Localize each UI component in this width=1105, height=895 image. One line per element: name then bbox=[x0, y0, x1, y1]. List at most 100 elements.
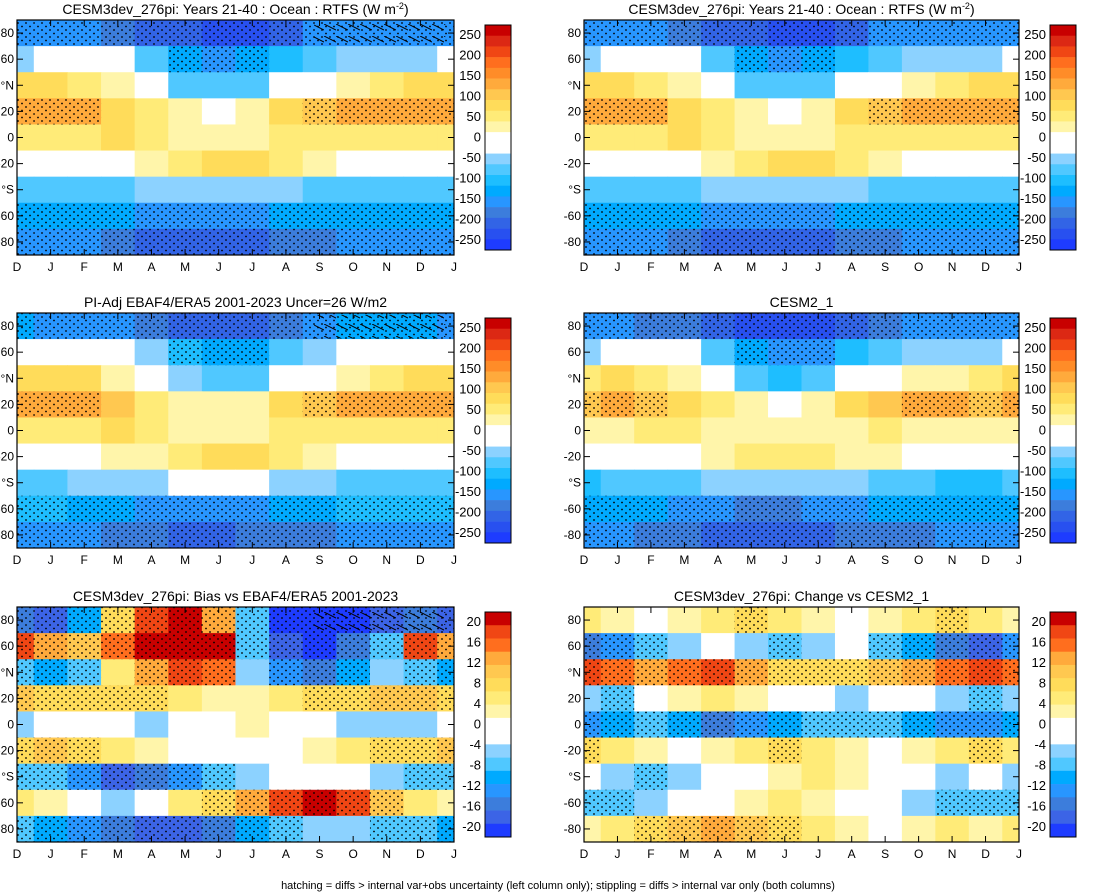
colorbar-label: -250 bbox=[1020, 525, 1046, 540]
heatmap-cell bbox=[1002, 365, 1020, 392]
heatmap-cell bbox=[600, 469, 635, 497]
x-tick-label: J bbox=[48, 260, 54, 274]
stipple-region bbox=[701, 659, 735, 686]
stipple-region bbox=[235, 202, 270, 229]
heatmap-cell bbox=[369, 124, 405, 152]
x-tick-label: A bbox=[714, 553, 722, 567]
heatmap-cell bbox=[734, 443, 769, 471]
stipple-region bbox=[600, 659, 635, 686]
y-tick-label: °N bbox=[1, 665, 14, 679]
colorbar-swatch bbox=[1050, 625, 1076, 639]
colorbar-swatch bbox=[485, 207, 511, 219]
stipple-region bbox=[968, 659, 1003, 686]
colorbar-swatch bbox=[485, 185, 511, 197]
colorbar-swatch bbox=[485, 731, 511, 745]
heatmap-cell bbox=[302, 763, 337, 791]
heatmap-cell bbox=[701, 98, 736, 125]
heatmap-cell bbox=[168, 443, 203, 471]
heatmap-cell bbox=[734, 685, 769, 712]
heatmap-cell bbox=[1002, 763, 1020, 791]
heatmap-cell bbox=[584, 124, 602, 152]
colorbar-label: -50 bbox=[1027, 150, 1046, 165]
stipple-region bbox=[336, 202, 370, 229]
heatmap bbox=[17, 607, 455, 843]
heatmap-cell bbox=[235, 711, 270, 739]
x-tick-label: J bbox=[216, 847, 222, 861]
heatmap-cell bbox=[201, 737, 236, 765]
stipple-region bbox=[584, 737, 601, 764]
heatmap-cell bbox=[584, 815, 602, 843]
heatmap-cell bbox=[734, 150, 769, 178]
heatmap-cell bbox=[235, 150, 270, 178]
colorbar-swatch bbox=[485, 784, 511, 798]
colorbar-label: 0 bbox=[474, 717, 481, 732]
heatmap-cell bbox=[834, 469, 869, 497]
heatmap-cell bbox=[235, 763, 270, 791]
stipple-region bbox=[201, 763, 236, 790]
heatmap-cell bbox=[667, 417, 702, 445]
heatmap-cell bbox=[834, 685, 869, 712]
y-tick-label: °S bbox=[1, 770, 14, 784]
colorbar-swatch bbox=[1050, 638, 1076, 653]
colorbar-label: -12 bbox=[1027, 778, 1046, 793]
stipple-region bbox=[701, 711, 735, 738]
heatmap-cell bbox=[801, 150, 836, 178]
stipple-region bbox=[369, 737, 404, 764]
x-tick-label: F bbox=[81, 553, 88, 567]
stipple-region bbox=[269, 495, 303, 522]
heatmap-cell bbox=[935, 365, 970, 392]
heatmap-cell bbox=[235, 72, 270, 99]
heatmap-cell bbox=[336, 737, 371, 765]
colorbar-swatch bbox=[1050, 414, 1076, 426]
stipple-region bbox=[901, 659, 936, 686]
heatmap-cell bbox=[168, 789, 203, 817]
heatmap-cell bbox=[403, 46, 438, 73]
heatmap-cell bbox=[834, 633, 869, 660]
heatmap-cell bbox=[403, 124, 438, 152]
panel-2: CESM3dev_276pi: Years 21-40 : Ocean : RT… bbox=[564, 1, 1077, 274]
stipple-region bbox=[67, 495, 102, 522]
colorbar-swatch bbox=[485, 393, 511, 405]
stipple-region bbox=[33, 202, 68, 229]
y-tick-label: 80 bbox=[1, 319, 15, 333]
heatmap-cell bbox=[968, 365, 1003, 392]
colorbar-label: -250 bbox=[1020, 232, 1046, 247]
stipple-region bbox=[17, 685, 34, 712]
stipple-region bbox=[134, 633, 169, 660]
heatmap bbox=[584, 607, 1020, 843]
heatmap bbox=[17, 20, 455, 256]
colorbar-label: 0 bbox=[474, 130, 481, 145]
x-tick-label: M bbox=[113, 847, 123, 861]
colorbar-swatch bbox=[1050, 532, 1076, 544]
stipple-region bbox=[600, 633, 635, 660]
stipple-region bbox=[33, 98, 68, 125]
stipple-region bbox=[17, 313, 34, 340]
stipple-region bbox=[968, 737, 1003, 764]
colorbar-swatch bbox=[1050, 784, 1076, 798]
stipple-region bbox=[201, 202, 236, 229]
y-tick-label: 20 bbox=[568, 397, 582, 411]
colorbar-swatch bbox=[1050, 521, 1076, 533]
colorbar-swatch bbox=[1050, 382, 1076, 394]
heatmap-cell bbox=[667, 72, 702, 99]
y-tick-label: 20 bbox=[1, 397, 15, 411]
colorbar-label: -200 bbox=[1020, 212, 1046, 227]
colorbar-swatch bbox=[1050, 403, 1076, 415]
stipple-region bbox=[968, 202, 1003, 229]
colorbar-label: 16 bbox=[467, 635, 481, 650]
colorbar-swatch bbox=[485, 196, 511, 208]
stipple-region bbox=[201, 789, 236, 816]
heatmap-cell bbox=[768, 124, 802, 152]
stipple-region bbox=[67, 98, 102, 125]
heatmap-cell bbox=[868, 443, 903, 471]
heatmap-cell bbox=[768, 98, 802, 125]
heatmap-cell bbox=[67, 124, 102, 152]
colorbar-swatch bbox=[1050, 121, 1076, 133]
heatmap-cell bbox=[403, 176, 438, 204]
x-tick-label: A bbox=[848, 847, 856, 861]
stipple-region bbox=[935, 202, 969, 229]
colorbar-label: -4 bbox=[469, 737, 481, 752]
heatmap-cell bbox=[935, 443, 970, 471]
stipple-region bbox=[369, 789, 404, 816]
heatmap-cell bbox=[403, 469, 438, 497]
